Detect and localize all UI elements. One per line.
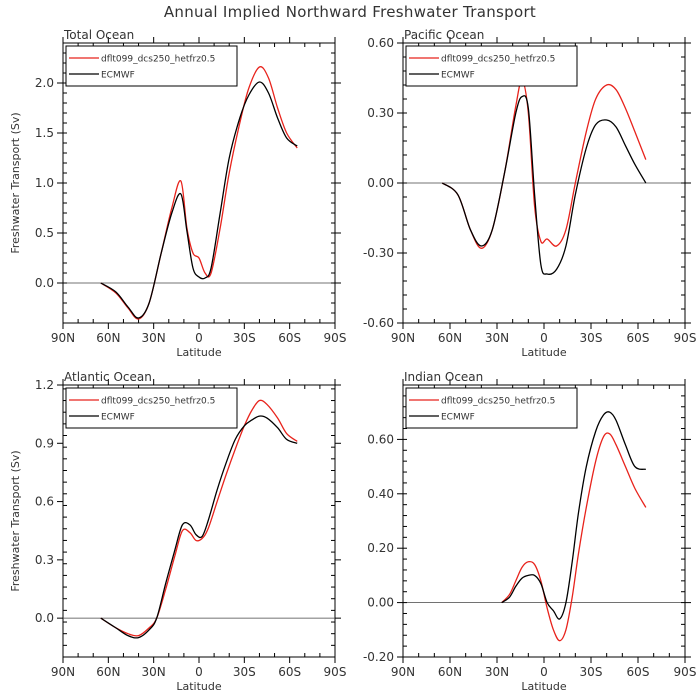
x-tick-label: 30N <box>142 665 166 679</box>
x-tick-label: 60S <box>627 665 650 679</box>
y-tick-label: 0.40 <box>367 487 394 501</box>
x-tick-label: 60S <box>278 665 301 679</box>
x-tick-label: 90S <box>674 665 697 679</box>
x-tick-label: 60N <box>438 665 462 679</box>
y-axis-label: Freshwater Transport (Sv) <box>9 450 22 591</box>
chart-panel-4: 90N 60N 30N 0 30S 60S 90S -0.20 0.00 0.20 0.40 0.60… <box>363 370 697 693</box>
chart-panel-3: 90N 60N 30N 0 30S 60S 90S 0.0 0.3 0.6 0.9 1.2 Atlant… <box>9 370 346 693</box>
legend-label: dflt099_dcs250_hetfrz0.5 <box>441 55 555 65</box>
chart-title: Atlantic Ocean <box>64 370 152 384</box>
y-tick-label: 0.20 <box>367 541 394 555</box>
legend-label: ECMWF <box>441 71 475 81</box>
series-line-2 <box>501 411 646 620</box>
legend-label: dflt099_dcs250_hetfrz0.5 <box>441 397 555 407</box>
x-axis-label: Latitude <box>521 680 567 693</box>
y-tick-label: 1.0 <box>35 176 54 190</box>
y-tick-label: -0.60 <box>363 316 394 330</box>
y-tick-label: 2.0 <box>35 76 54 90</box>
y-axis-label: Freshwater Transport (Sv) <box>9 112 22 253</box>
legend-box <box>65 387 238 429</box>
x-tick-label: 0 <box>195 665 203 679</box>
y-tick-label: 0.30 <box>367 106 394 120</box>
chart-title: Indian Ocean <box>404 370 483 384</box>
x-tick-label: 0 <box>540 665 548 679</box>
x-tick-label: 30S <box>233 665 256 679</box>
x-tick-label: 90S <box>324 665 347 679</box>
y-tick-label: 0.0 <box>35 611 54 625</box>
x-tick-label: 30S <box>580 665 603 679</box>
x-tick-label: 60N <box>96 331 120 345</box>
x-tick-label: 30S <box>233 331 256 345</box>
x-tick-label: 30N <box>485 665 509 679</box>
y-tick-label: 0.60 <box>367 36 394 50</box>
y-tick-label: 1.2 <box>35 378 54 392</box>
series-line-2 <box>100 81 298 319</box>
chart-panel-2: 90N 60N 30N 0 30S 60S 90S -0.60 -0.30 0.00 0.30 0.6… <box>363 28 697 359</box>
y-tick-label: 0.0 <box>35 276 54 290</box>
legend-label: ECMWF <box>101 413 135 423</box>
x-tick-label: 90N <box>391 331 415 345</box>
x-axis-label: Latitude <box>521 346 567 359</box>
x-tick-label: 0 <box>540 331 548 345</box>
legend-box <box>65 45 238 87</box>
y-tick-label: 0.9 <box>35 436 54 450</box>
x-tick-label: 0 <box>195 331 203 345</box>
x-tick-label: 30N <box>142 331 166 345</box>
y-tick-label: 0.6 <box>35 495 54 509</box>
legend-label: ECMWF <box>441 413 475 423</box>
figure-title: Annual Implied Northward Freshwater Tran… <box>163 3 537 21</box>
y-tick-label: 0.60 <box>367 432 394 446</box>
series-line-2 <box>100 415 298 639</box>
chart-panel-1: 90N 60N 30N 0 30S 60S 90S 0.0 0.5 1.0 1.5 2.0 Total … <box>9 28 346 359</box>
y-tick-label: -0.20 <box>363 650 394 664</box>
x-tick-label: 60S <box>627 331 650 345</box>
series-line-1 <box>100 66 298 320</box>
x-tick-label: 60N <box>438 331 462 345</box>
series-line-1 <box>501 432 647 642</box>
legend-label: dflt099_dcs250_hetfrz0.5 <box>101 55 215 65</box>
x-tick-label: 90N <box>391 665 415 679</box>
series-line-2 <box>441 95 647 275</box>
x-axis-label: Latitude <box>176 346 222 359</box>
x-tick-label: 30S <box>580 331 603 345</box>
chart-title: Pacific Ocean <box>404 28 484 42</box>
x-tick-label: 90S <box>324 331 347 345</box>
x-tick-label: 30N <box>485 331 509 345</box>
x-axis-label: Latitude <box>176 680 222 693</box>
y-tick-label: 0.00 <box>367 176 394 190</box>
y-tick-label: 0.3 <box>35 553 54 567</box>
y-tick-label: 0.00 <box>367 596 394 610</box>
x-tick-label: 90N <box>51 665 75 679</box>
legend-label: dflt099_dcs250_hetfrz0.5 <box>101 397 215 407</box>
x-tick-label: 90S <box>674 331 697 345</box>
y-tick-label: -0.30 <box>363 246 394 260</box>
series-line-1 <box>441 79 647 249</box>
legend-label: ECMWF <box>101 71 135 81</box>
series-line-1 <box>100 399 298 637</box>
legend-box <box>405 45 578 87</box>
x-tick-label: 60S <box>278 331 301 345</box>
y-tick-label: 1.5 <box>35 126 54 140</box>
chart-title: Total Ocean <box>63 28 134 42</box>
legend-box <box>405 387 578 429</box>
y-tick-label: 0.5 <box>35 226 54 240</box>
x-tick-label: 90N <box>51 331 75 345</box>
x-tick-label: 60N <box>96 665 120 679</box>
